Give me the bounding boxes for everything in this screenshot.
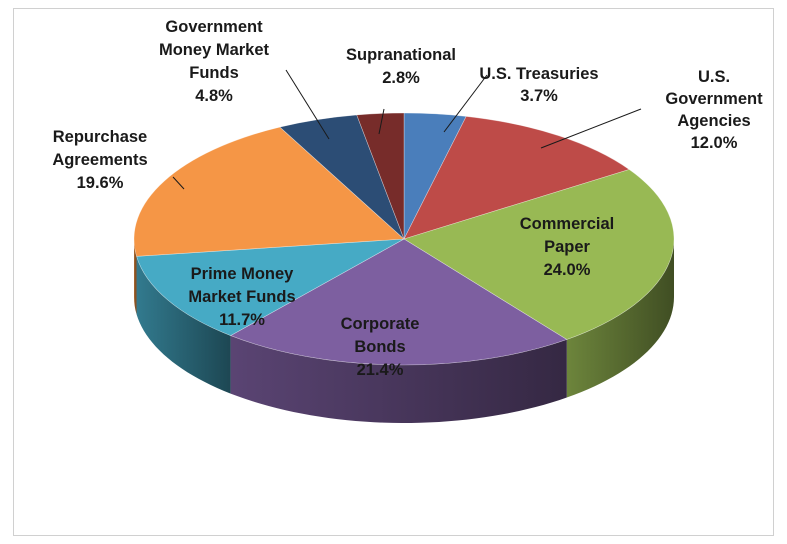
- pie-side-2: [566, 239, 674, 398]
- pie-side-walls: [134, 239, 674, 423]
- pie-slice-5: [133, 126, 405, 257]
- leader-line-1: [540, 108, 642, 149]
- data-label-1-line-3: 12.0%: [691, 134, 738, 152]
- data-label-3-line-0: Corporate: [341, 315, 420, 333]
- pie-side-3: [230, 335, 567, 423]
- pie-slice-3: [229, 238, 568, 366]
- data-label-7-line-0: Supranational: [346, 46, 456, 64]
- data-labels: U.S. Treasuries 3.7% U.S. Government Agencie…: [52, 18, 763, 379]
- data-label-2-line-1: Paper: [544, 238, 590, 256]
- pie-slices: [133, 112, 675, 366]
- data-label-3-line-1: Bonds: [354, 338, 405, 356]
- leader-line-0: [443, 74, 488, 133]
- pie-side-5: [134, 239, 137, 315]
- leader-line-7: [378, 108, 385, 135]
- data-label-6-line-1: Money Market: [159, 41, 270, 59]
- data-label-4-line-1: Market Funds: [188, 288, 295, 306]
- pie-slice-2: [403, 169, 675, 340]
- data-label-2-line-0: Commercial: [520, 215, 614, 233]
- data-label-6-line-0: Government: [165, 18, 263, 36]
- leader-line-5: [172, 176, 185, 190]
- data-label-5-line-0: Repurchase: [53, 128, 147, 146]
- data-label-5-line-1: Agreements: [52, 151, 147, 169]
- data-label-2-line-2: 24.0%: [544, 261, 591, 279]
- pie-slice-1: [403, 116, 630, 240]
- data-label-6-line-2: Funds: [189, 64, 239, 82]
- data-label-0-line-0: U.S. Treasuries: [479, 65, 598, 83]
- data-label-1-line-1: Government: [665, 90, 763, 108]
- leader-line-6: [285, 69, 330, 140]
- data-label-1-line-2: Agencies: [677, 112, 750, 130]
- data-label-6-line-3: 4.8%: [195, 87, 233, 105]
- pie-slice-7: [356, 112, 405, 240]
- pie-slice-4: [136, 238, 405, 336]
- data-label-0-line-1: 3.7%: [520, 87, 558, 105]
- pie-chart: U.S. Treasuries 3.7% U.S. Government Agencie…: [52, 18, 763, 423]
- pie-side-4: [136, 256, 231, 394]
- data-label-4-line-2: 11.7%: [219, 311, 265, 329]
- data-label-5-line-2: 19.6%: [77, 174, 124, 192]
- data-label-7-line-1: 2.8%: [382, 69, 420, 87]
- data-label-1-line-0: U.S.: [698, 68, 730, 86]
- chart-area: U.S. Treasuries 3.7% U.S. Government Agencie…: [13, 8, 774, 536]
- data-label-3-line-2: 21.4%: [357, 361, 404, 379]
- data-label-4-line-0: Prime Money: [191, 265, 295, 283]
